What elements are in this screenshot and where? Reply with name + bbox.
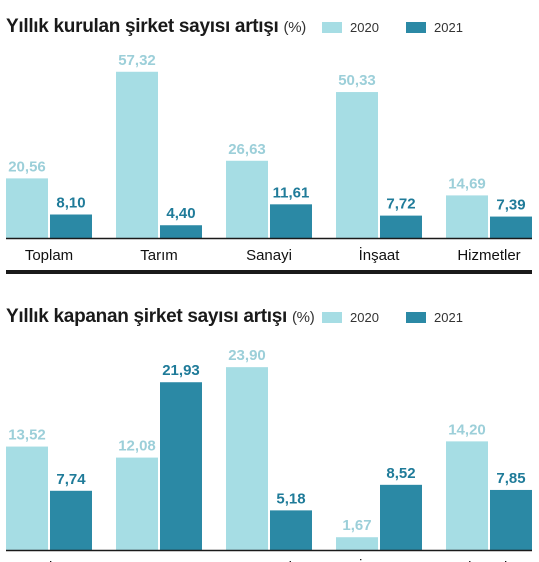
bar-2020-1 — [6, 446, 48, 550]
bar-2021-1 — [50, 490, 92, 550]
bar-2021-2 — [160, 225, 202, 238]
chart-unit: (%) — [283, 19, 307, 36]
category-label-4: İnşaat — [359, 246, 401, 264]
chart-title-text: Yıllık kurulan şirket sayısı artışı — [6, 16, 279, 37]
chart-closed-companies: Yıllık kapanan şirket sayısı artışı (%) … — [0, 290, 539, 562]
data-label-2020-2: 12,08 — [118, 438, 156, 455]
bar-2020-4 — [336, 537, 378, 550]
bar-2021-3 — [270, 204, 312, 238]
bar-2021-4 — [380, 484, 422, 550]
data-label-2021-5: 7,85 — [496, 470, 525, 487]
bar-2020-5 — [446, 441, 488, 550]
chart-new-companies: Yıllık kurulan şirket sayısı artışı (%) … — [0, 0, 539, 275]
category-label-4: İnşaat — [359, 558, 401, 562]
legend-item-2020: 2020 — [322, 18, 379, 36]
bar-2020-2 — [116, 71, 158, 238]
legend-label-2020: 2020 — [350, 309, 379, 325]
category-label-5: Hizmetler — [457, 559, 520, 562]
data-label-2021-1: 8,10 — [56, 195, 85, 212]
category-label-1: Toplam — [25, 559, 73, 562]
category-label-5: Hizmetler — [457, 247, 520, 264]
category-label-3: Sanayi — [246, 247, 292, 264]
data-label-2021-4: 8,52 — [386, 465, 415, 482]
bar-2021-1 — [50, 214, 92, 238]
category-label-2: Tarım — [140, 559, 178, 562]
data-label-2020-3: 23,90 — [228, 347, 266, 364]
legend-label-2020: 2020 — [350, 19, 379, 35]
bar-2021-5 — [490, 216, 532, 238]
data-label-2020-5: 14,69 — [448, 175, 486, 192]
legend-swatch-2021 — [406, 21, 426, 33]
chart-plot: 13,52 7,74 Toplam 12,08 21,93 Tarım 23,90 5,18 S… — [6, 347, 532, 562]
data-label-2020-3: 26,63 — [228, 141, 266, 158]
data-label-2020-5: 14,20 — [448, 421, 486, 438]
bar-2020-3 — [226, 160, 268, 238]
bar-2021-4 — [380, 215, 422, 238]
category-label-2: Tarım — [140, 247, 178, 264]
legend-item-2021: 2021 — [406, 18, 463, 36]
data-label-2020-2: 57,32 — [118, 52, 156, 69]
data-label-2021-1: 7,74 — [56, 471, 86, 488]
bar-2021-5 — [490, 489, 532, 550]
legend-item-2020: 2020 — [322, 308, 379, 326]
legend-swatch-2021 — [406, 311, 426, 323]
chart-title: Yıllık kapanan şirket sayısı artışı (%) — [6, 306, 315, 328]
bar-2020-2 — [116, 457, 158, 550]
bar-2020-4 — [336, 92, 378, 238]
legend-label-2021: 2021 — [434, 309, 463, 325]
category-label-3: Sanayi — [246, 559, 292, 562]
category-label-1: Toplam — [25, 247, 73, 264]
bar-2021-3 — [270, 510, 312, 550]
bar-2021-2 — [160, 382, 202, 550]
data-label-2021-3: 11,61 — [273, 184, 310, 201]
legend-item-2021: 2021 — [406, 308, 463, 326]
data-label-2021-4: 7,72 — [386, 196, 415, 213]
legend-label-2021: 2021 — [434, 19, 463, 35]
bottom-rule — [6, 270, 532, 274]
data-label-2021-2: 21,93 — [162, 362, 200, 379]
data-label-2021-5: 7,39 — [496, 197, 525, 214]
data-label-2020-1: 13,52 — [8, 427, 46, 444]
bar-2020-5 — [446, 195, 488, 238]
chart-unit: (%) — [291, 309, 315, 326]
data-label-2021-2: 4,40 — [166, 205, 195, 222]
chart-plot: 20,56 8,10 Toplam 57,32 4,40 Tarım 26,63 11,61 S… — [6, 52, 532, 274]
legend-swatch-2020 — [322, 311, 342, 323]
data-label-2020-1: 20,56 — [8, 158, 46, 175]
bar-2020-3 — [226, 367, 268, 550]
chart-title: Yıllık kurulan şirket sayısı artışı (%) — [6, 16, 306, 38]
legend-swatch-2020 — [322, 21, 342, 33]
bar-2020-1 — [6, 178, 48, 238]
data-label-2020-4: 50,33 — [338, 72, 376, 89]
data-label-2021-3: 5,18 — [276, 490, 305, 507]
data-label-2020-4: 1,67 — [342, 517, 371, 534]
chart-title-text: Yıllık kapanan şirket sayısı artışı — [6, 306, 287, 327]
